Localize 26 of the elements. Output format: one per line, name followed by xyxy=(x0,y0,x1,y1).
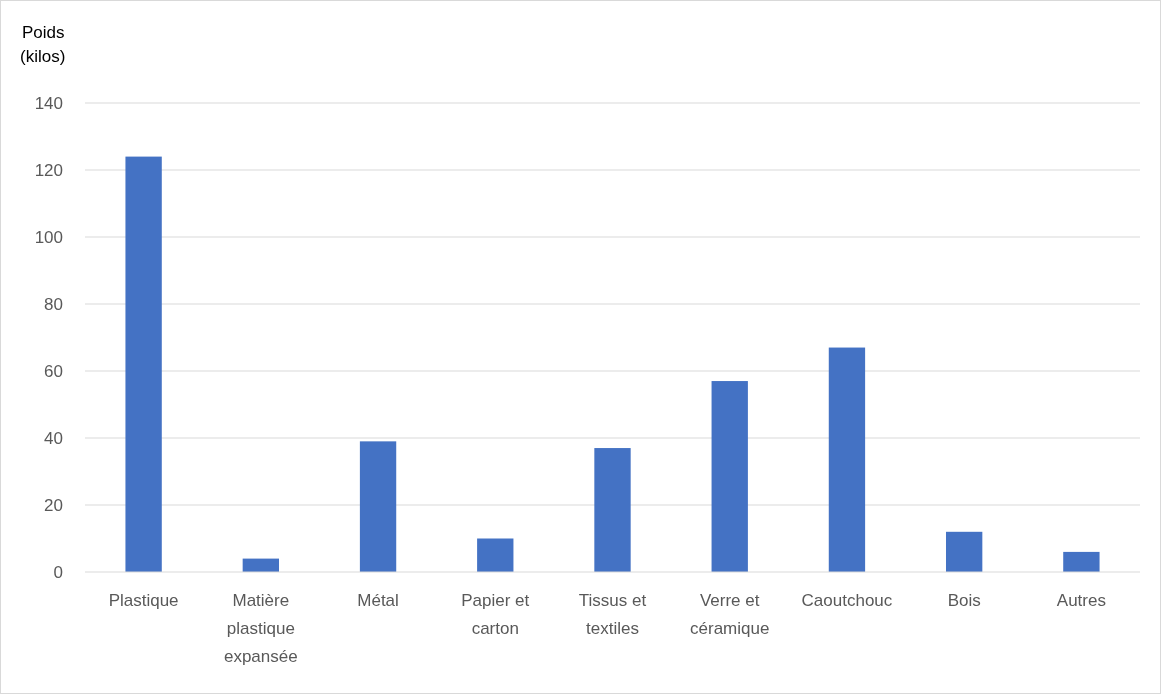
x-tick-label: Verre et céramique xyxy=(690,591,770,638)
y-axis-title: Poids (kilos) xyxy=(20,23,66,66)
y-tick-label: 60 xyxy=(44,361,63,381)
bar xyxy=(359,441,397,572)
x-tick-label: Tissus et textiles xyxy=(578,591,647,638)
x-tick-label: Métal xyxy=(357,591,399,610)
x-tick-label: Bois xyxy=(947,591,981,610)
bar xyxy=(1063,551,1100,572)
y-tick-label: 140 xyxy=(34,93,63,113)
x-tick-label: Matière plastique expansée xyxy=(223,591,298,666)
x-tick-label: Papier et carton xyxy=(461,591,530,638)
bar xyxy=(125,156,162,572)
x-tick-label: Caoutchouc xyxy=(801,591,893,610)
y-tick-label: 40 xyxy=(44,428,63,448)
bar xyxy=(828,347,866,572)
bar xyxy=(946,531,983,572)
y-tick-label: 100 xyxy=(34,227,63,247)
x-tick-label: Autres xyxy=(1056,591,1106,610)
y-tick-label: 120 xyxy=(34,160,63,180)
y-tick-label: 20 xyxy=(44,495,63,515)
bar xyxy=(477,538,514,572)
y-tick-label: 0 xyxy=(53,562,63,582)
bar xyxy=(594,448,631,572)
bar xyxy=(711,381,748,572)
y-tick-label: 80 xyxy=(44,294,63,314)
x-tick-label: Plastique xyxy=(108,591,179,610)
